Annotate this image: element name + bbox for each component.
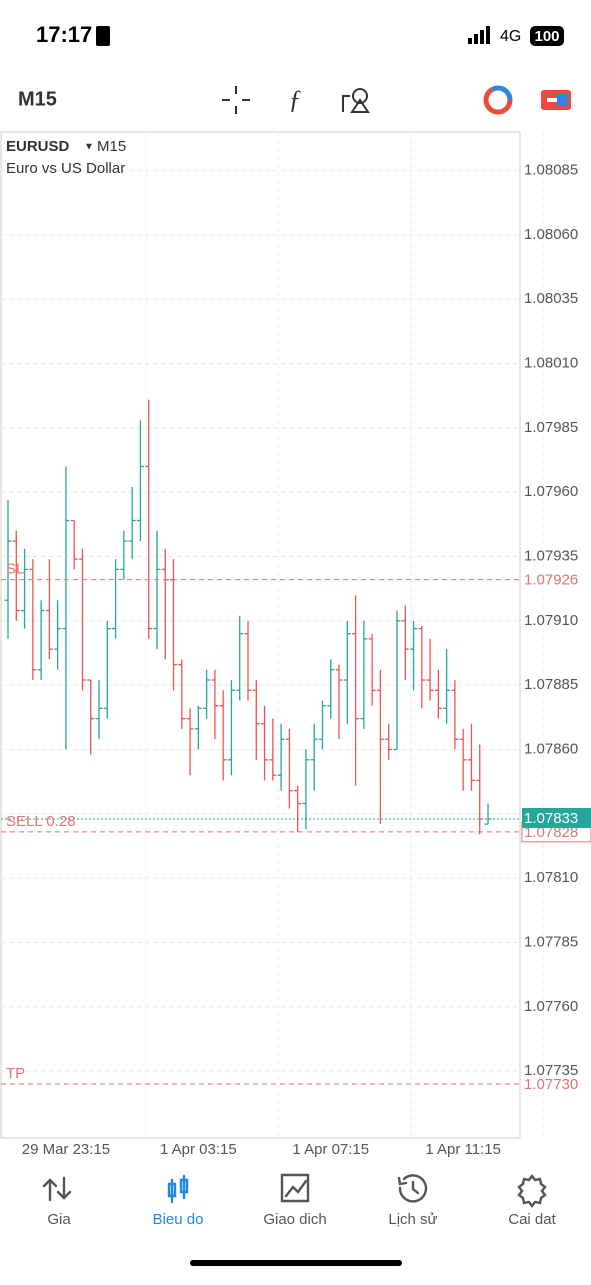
nav-icon bbox=[42, 1176, 72, 1202]
network: 4G bbox=[500, 28, 521, 45]
level-name: TP bbox=[6, 1065, 25, 1082]
x-tick-label: 29 Mar 23:15 bbox=[22, 1141, 110, 1158]
nav-tab[interactable]: Bieu do bbox=[153, 1174, 204, 1228]
y-tick-label: 1.08085 bbox=[524, 162, 578, 179]
clock: 17:17 bbox=[36, 22, 92, 47]
nav-tab[interactable]: Lịch sử bbox=[388, 1174, 438, 1228]
nav-icon bbox=[167, 1174, 189, 1204]
nav-label: Gia bbox=[47, 1211, 71, 1228]
chart-timeframe: M15 bbox=[97, 138, 126, 155]
y-tick-label: 1.07785 bbox=[524, 933, 578, 950]
nav-label: Bieu do bbox=[153, 1211, 204, 1228]
nav-icon bbox=[517, 1174, 547, 1208]
y-tick-label: 1.08060 bbox=[524, 226, 578, 243]
y-tick-label: 1.07810 bbox=[524, 869, 578, 886]
nav-icon bbox=[280, 1173, 310, 1203]
x-tick-label: 1 Apr 03:15 bbox=[160, 1141, 237, 1158]
nav-tab[interactable]: Gia bbox=[42, 1176, 72, 1228]
nav-tab[interactable]: Cai dat bbox=[508, 1174, 557, 1228]
battery bbox=[530, 26, 564, 46]
battery-level: 100 bbox=[534, 28, 559, 45]
signal bbox=[468, 26, 490, 44]
one-click-trading[interactable] bbox=[483, 85, 513, 115]
id-icon bbox=[96, 26, 110, 46]
nav-icon bbox=[397, 1174, 428, 1203]
symbol-description: Euro vs US Dollar bbox=[6, 160, 125, 177]
plot bbox=[1, 132, 544, 1138]
timeframe-button[interactable]: M15 bbox=[18, 88, 57, 110]
bottom-nav: Gia Bieu do Giao dich Lịch sử Cai dat bbox=[42, 1173, 557, 1228]
y-tick-label: 1.07910 bbox=[524, 612, 578, 629]
objects-button[interactable] bbox=[342, 88, 370, 113]
nav-label: Giao dich bbox=[263, 1211, 326, 1228]
y-tick-label: 1.07860 bbox=[524, 740, 578, 757]
y-tick-label: 1.07760 bbox=[524, 998, 578, 1015]
level-price: 1.07926 bbox=[524, 572, 578, 589]
level-price: 1.07828 bbox=[524, 824, 578, 841]
crosshair-button[interactable] bbox=[222, 86, 250, 114]
symbol-dropdown[interactable]: ▼ bbox=[84, 142, 94, 153]
y-tick-label: 1.08010 bbox=[524, 355, 578, 372]
y-tick-label: 1.07935 bbox=[524, 547, 578, 564]
y-tick-label: 1.07960 bbox=[524, 483, 578, 500]
level-price: 1.07730 bbox=[524, 1076, 578, 1093]
level-name: SELL 0.28 bbox=[6, 813, 76, 830]
nav-label: Cai dat bbox=[508, 1211, 556, 1228]
symbol: EURUSD bbox=[6, 138, 70, 155]
trade-button[interactable] bbox=[541, 90, 571, 110]
level-name: SL bbox=[6, 561, 24, 578]
indicators-button[interactable]: ƒ bbox=[289, 85, 302, 114]
y-tick-label: 1.07985 bbox=[524, 419, 578, 436]
current-price: 1.07833 bbox=[524, 810, 578, 827]
y-tick-label: 1.07885 bbox=[524, 676, 578, 693]
y-tick-label: 1.07735 bbox=[524, 1062, 578, 1079]
y-tick-label: 1.08035 bbox=[524, 290, 578, 307]
x-tick-label: 1 Apr 11:15 bbox=[425, 1141, 501, 1158]
x-tick-label: 1 Apr 07:15 bbox=[292, 1141, 369, 1158]
current-price-box bbox=[522, 807, 591, 828]
nav-tab[interactable]: Giao dich bbox=[263, 1173, 327, 1228]
nav-label: Lịch sử bbox=[388, 1211, 437, 1228]
home-indicator bbox=[190, 1260, 402, 1266]
chart-frame bbox=[0, 131, 521, 1139]
